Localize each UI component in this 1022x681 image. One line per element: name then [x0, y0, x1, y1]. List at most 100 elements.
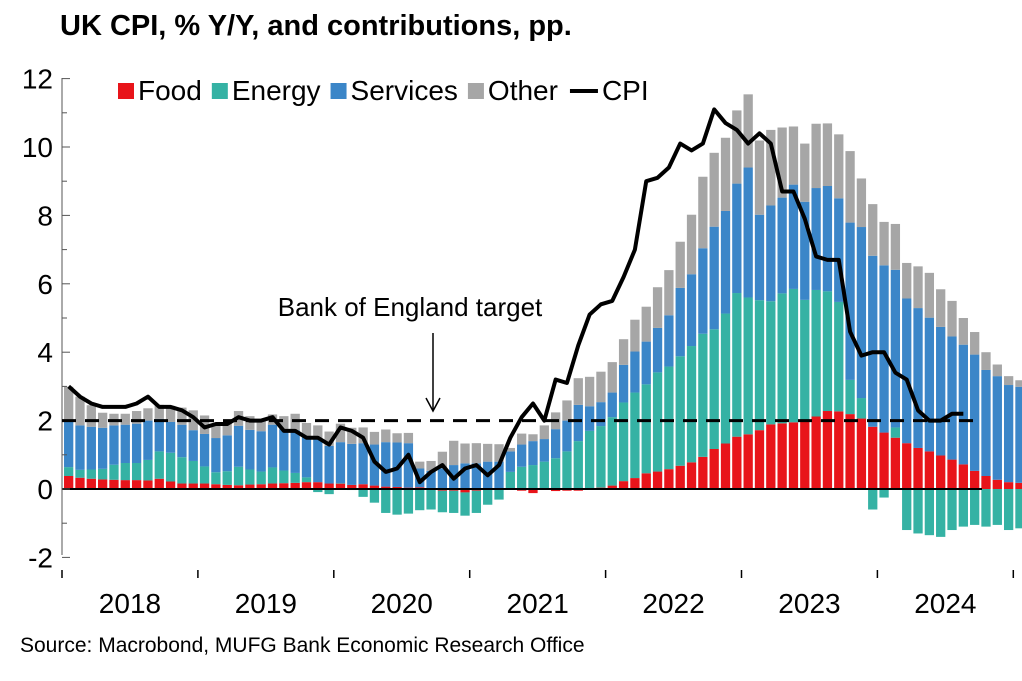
bar-other-51 — [641, 306, 651, 342]
bar-food-1 — [75, 477, 85, 489]
bar-services-27 — [369, 444, 380, 486]
bar-energy-72 — [879, 489, 889, 498]
bar-energy-8 — [154, 451, 164, 479]
bar-energy-83 — [1003, 489, 1014, 531]
bar-energy-0 — [64, 467, 74, 476]
bar-services-55 — [686, 274, 697, 347]
bar-other-37 — [483, 443, 493, 462]
bar-food-54 — [675, 465, 685, 489]
bar-other-63 — [777, 127, 787, 198]
bar-other-76 — [924, 272, 935, 318]
bar-services-26 — [358, 443, 368, 485]
bar-food-84 — [1015, 482, 1022, 489]
bar-energy-65 — [800, 299, 810, 420]
bar-services-30 — [403, 443, 414, 488]
bar-energy-64 — [788, 288, 799, 423]
y-tick-label-6: 6 — [37, 269, 53, 300]
bar-energy-69 — [845, 379, 855, 415]
bar-energy-28 — [381, 489, 391, 513]
bar-food-16 — [245, 484, 255, 489]
bar-food-12 — [199, 483, 210, 489]
bar-food-77 — [936, 455, 946, 489]
bar-other-83 — [1003, 376, 1014, 386]
bar-services-59 — [732, 183, 742, 294]
bar-other-72 — [879, 221, 889, 266]
bar-energy-84 — [1015, 489, 1022, 529]
bar-food-13 — [211, 484, 221, 489]
bar-services-63 — [777, 197, 787, 294]
bar-services-83 — [1003, 385, 1014, 483]
bar-energy-14 — [222, 471, 232, 485]
bar-services-3 — [97, 427, 108, 469]
bar-energy-75 — [913, 489, 923, 534]
legend-label-other: Other — [488, 75, 558, 106]
bar-services-53 — [664, 315, 674, 367]
bar-services-17 — [256, 431, 266, 472]
legend-swatch-other — [467, 83, 484, 99]
bar-energy-70 — [856, 398, 867, 419]
bar-food-51 — [641, 473, 651, 489]
bar-food-78 — [947, 459, 957, 489]
bar-other-48 — [607, 362, 617, 393]
bar-energy-40 — [517, 466, 527, 489]
bar-food-64 — [788, 422, 799, 489]
bar-food-48 — [607, 485, 617, 489]
bar-energy-41 — [528, 465, 538, 489]
bar-services-81 — [981, 369, 991, 476]
bar-services-36 — [471, 463, 482, 489]
bar-other-22 — [313, 425, 323, 440]
bar-services-77 — [936, 326, 946, 456]
bar-services-78 — [947, 336, 957, 460]
bar-services-58 — [720, 210, 731, 314]
bar-energy-33 — [437, 490, 448, 513]
bar-services-25 — [347, 443, 357, 485]
bar-services-6 — [131, 423, 142, 464]
bar-other-82 — [992, 364, 1002, 377]
bar-food-19 — [279, 483, 289, 489]
bar-other-16 — [245, 416, 255, 430]
y-tick-label--2: -2 — [28, 542, 53, 573]
bar-other-38 — [494, 444, 504, 462]
bar-energy-50 — [630, 392, 640, 479]
bar-food-75 — [913, 447, 923, 489]
bar-food-43 — [550, 489, 561, 492]
bar-energy-22 — [313, 489, 323, 493]
bar-energy-48 — [607, 417, 617, 486]
bar-other-0 — [64, 386, 74, 421]
bar-food-62 — [766, 424, 776, 489]
bar-food-17 — [256, 484, 266, 489]
bar-other-69 — [845, 151, 855, 223]
bar-other-36 — [471, 443, 482, 464]
bar-services-13 — [211, 438, 221, 473]
bar-food-27 — [369, 485, 380, 489]
bar-food-76 — [924, 451, 935, 489]
bar-energy-57 — [709, 329, 719, 449]
bar-services-75 — [913, 308, 923, 448]
bar-food-68 — [834, 411, 844, 489]
bar-other-75 — [913, 266, 923, 309]
bar-other-62 — [766, 129, 776, 206]
bar-services-79 — [958, 344, 968, 465]
bar-energy-52 — [652, 372, 663, 472]
bar-other-26 — [358, 427, 368, 444]
bar-other-73 — [890, 223, 901, 270]
bar-food-61 — [754, 430, 765, 489]
bar-services-33 — [437, 468, 448, 489]
bar-energy-49 — [618, 402, 629, 482]
bar-food-72 — [879, 432, 889, 489]
y-tick-label-0: 0 — [37, 474, 53, 505]
bar-energy-13 — [211, 472, 221, 485]
bar-services-18 — [267, 424, 278, 468]
bar-services-23 — [324, 445, 334, 484]
bar-energy-81 — [981, 489, 991, 527]
bar-other-68 — [834, 134, 844, 199]
x-tick-label-2020: 2020 — [371, 588, 433, 619]
bar-other-65 — [800, 143, 810, 202]
bar-services-71 — [868, 255, 878, 427]
bar-energy-27 — [369, 489, 380, 503]
bar-energy-10 — [177, 457, 187, 484]
bar-food-24 — [335, 483, 346, 489]
bar-energy-68 — [834, 301, 844, 412]
bar-energy-45 — [573, 441, 583, 489]
bar-services-76 — [924, 317, 935, 452]
